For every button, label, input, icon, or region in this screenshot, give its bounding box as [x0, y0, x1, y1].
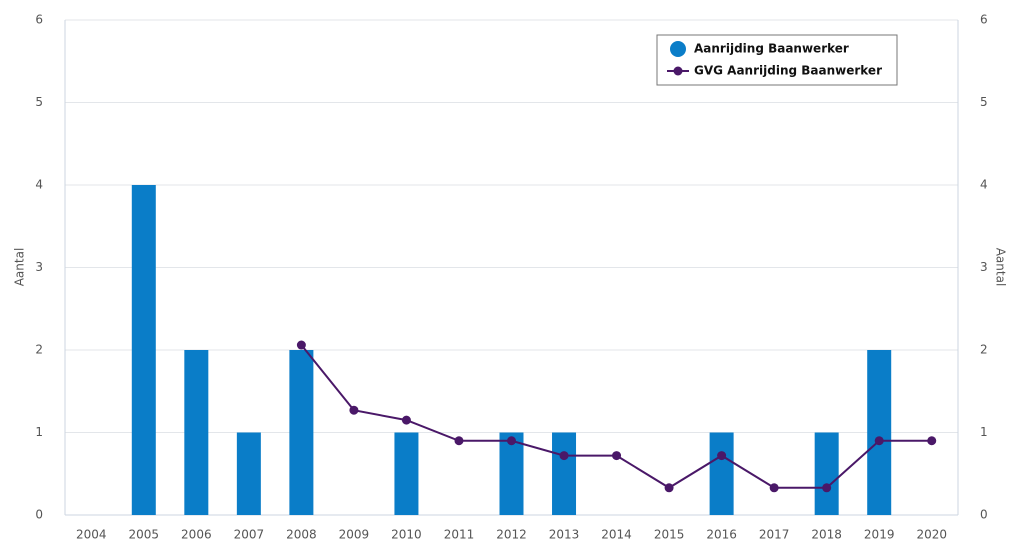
y2-tick-label: 6 [980, 13, 988, 27]
y2-tick-label: 2 [980, 343, 988, 357]
point [401, 415, 411, 425]
x-tick-label: 2014 [601, 528, 632, 542]
x-tick-label: 2009 [339, 528, 370, 542]
y-axis-label: Aantal [13, 248, 27, 287]
y-tick-label: 3 [35, 260, 43, 274]
bar [552, 432, 577, 515]
x-tick-label: 2019 [864, 528, 895, 542]
point [664, 483, 674, 493]
x-tick-label: 2012 [496, 528, 527, 542]
y-tick-label: 4 [35, 178, 43, 192]
point [559, 451, 569, 461]
point [822, 483, 832, 493]
point [612, 451, 622, 461]
legend-label: GVG Aanrijding Baanwerker [694, 64, 882, 78]
y-tick-label: 1 [35, 425, 43, 439]
bar [131, 185, 156, 515]
y-tick-label: 2 [35, 343, 43, 357]
bar [184, 350, 209, 515]
point [454, 436, 464, 446]
bar [394, 432, 419, 515]
y2-tick-label: 3 [980, 260, 988, 274]
x-tick-label: 2004 [76, 528, 107, 542]
legend-marker [673, 66, 683, 76]
bar [236, 432, 261, 515]
y-tick-label: 0 [35, 508, 43, 522]
point [296, 340, 306, 350]
x-tick-label: 2010 [391, 528, 422, 542]
y2-tick-label: 4 [980, 178, 988, 192]
y2-tick-label: 1 [980, 425, 988, 439]
bar [867, 350, 892, 515]
y2-tick-label: 5 [980, 95, 988, 109]
x-tick-label: 2020 [916, 528, 947, 542]
x-tick-label: 2016 [706, 528, 737, 542]
x-tick-label: 2005 [129, 528, 160, 542]
legend-box [656, 34, 898, 86]
y-tick-label: 6 [35, 13, 43, 27]
x-tick-label: 2008 [286, 528, 317, 542]
point [717, 451, 727, 461]
y2-axis-label: Aantal [994, 248, 1008, 287]
point [927, 436, 937, 446]
bar [499, 432, 524, 515]
x-tick-label: 2015 [654, 528, 685, 542]
x-tick-label: 2011 [444, 528, 475, 542]
y-tick-label: 5 [35, 95, 43, 109]
legend-marker [670, 41, 686, 57]
point [874, 436, 884, 446]
bar [814, 432, 839, 515]
point [769, 483, 779, 493]
x-tick-label: 2006 [181, 528, 212, 542]
x-tick-label: 2013 [549, 528, 580, 542]
point [349, 405, 359, 415]
x-tick-label: 2017 [759, 528, 790, 542]
legend-label: Aanrijding Baanwerker [694, 42, 849, 56]
x-tick-label: 2007 [234, 528, 265, 542]
bar [709, 432, 734, 515]
y2-tick-label: 0 [980, 508, 988, 522]
bar [289, 350, 314, 515]
point [507, 436, 516, 446]
x-tick-label: 2018 [811, 528, 842, 542]
